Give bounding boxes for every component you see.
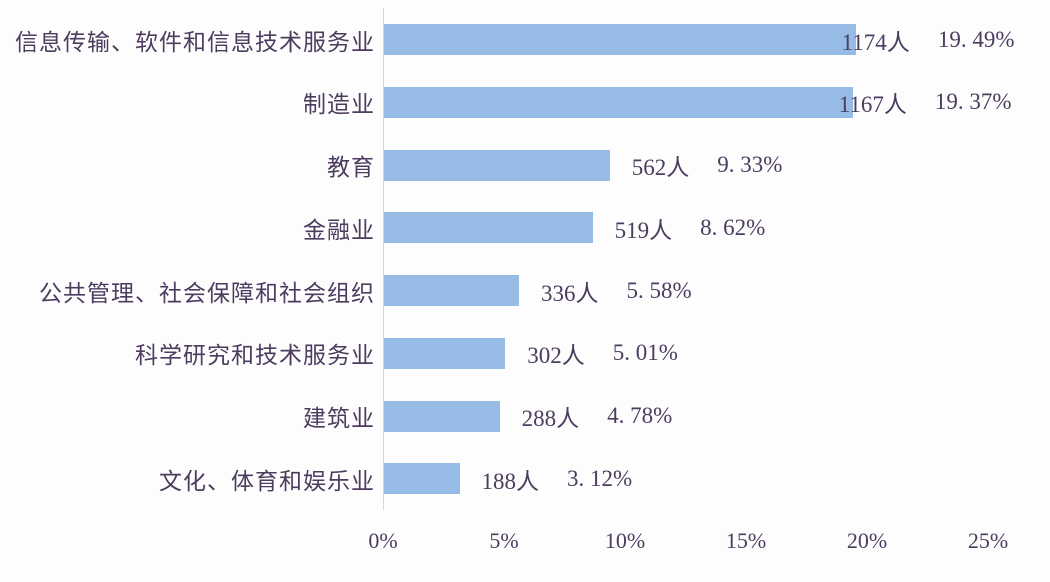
- category-label: 建筑业: [303, 406, 375, 431]
- bar: [384, 212, 593, 244]
- percent-label: 19. 37%: [934, 89, 1012, 115]
- percent-label: 4. 78%: [607, 403, 673, 428]
- table-row: 教育 562人 9. 33%: [0, 134, 1050, 197]
- value-labels: 188人 3. 12%: [482, 447, 633, 510]
- bar: [384, 400, 500, 432]
- category-label: 制造业: [303, 92, 375, 118]
- x-tick-label: 10%: [604, 528, 646, 553]
- category-label: 文化、体育和娱乐业: [159, 468, 375, 494]
- bar: [384, 275, 519, 306]
- y-axis-line: [383, 8, 384, 510]
- count-label: 336人: [541, 280, 599, 306]
- table-row: 信息传输、软件和信息技术服务业 1174人 19. 49%: [0, 8, 1050, 71]
- table-row: 公共管理、社会保障和社会组织 336人 5. 58%: [0, 259, 1050, 322]
- bar: [384, 463, 460, 495]
- count-label: 302人: [527, 343, 585, 369]
- category-label: 科学研究和技术服务业: [135, 343, 375, 369]
- category-label: 公共管理、社会保障和社会组织: [39, 280, 375, 306]
- table-row: 文化、体育和娱乐业 188人 3. 12%: [0, 447, 1050, 510]
- percent-label: 9. 33%: [717, 152, 783, 177]
- value-labels: 1167人 19. 37%: [839, 71, 1012, 134]
- bar: [384, 337, 505, 369]
- table-row: 制造业 1167人 19. 37%: [0, 71, 1050, 134]
- x-tick-label: 5%: [489, 528, 519, 553]
- count-label: 1167人: [838, 92, 907, 118]
- x-tick-label: 25%: [967, 528, 1009, 553]
- x-tick-label: 0%: [368, 528, 398, 553]
- category-label: 金融业: [303, 217, 375, 243]
- percent-label: 5. 01%: [612, 340, 678, 366]
- value-labels: 562人 9. 33%: [632, 134, 783, 197]
- count-label: 188人: [481, 468, 540, 494]
- bar: [384, 24, 856, 55]
- value-labels: 288人 4. 78%: [522, 385, 673, 448]
- count-label: 519人: [614, 217, 673, 243]
- category-label: 教育: [327, 155, 375, 180]
- count-label: 1174人: [841, 29, 910, 55]
- x-tick-label: 20%: [846, 528, 888, 553]
- value-labels: 302人 5. 01%: [527, 322, 678, 385]
- percent-label: 5. 58%: [626, 277, 692, 303]
- x-tick-label: 15%: [725, 528, 767, 553]
- value-labels: 1174人 19. 49%: [842, 8, 1015, 71]
- bar: [384, 86, 853, 118]
- value-labels: 519人 8. 62%: [615, 196, 766, 259]
- bar: [384, 149, 610, 181]
- value-labels: 336人 5. 58%: [541, 259, 692, 322]
- category-label: 信息传输、软件和信息技术服务业: [15, 29, 375, 55]
- table-row: 科学研究和技术服务业 302人 5. 01%: [0, 322, 1050, 385]
- count-label: 288人: [521, 406, 580, 431]
- percent-label: 8. 62%: [700, 214, 766, 240]
- percent-label: 3. 12%: [567, 465, 633, 491]
- table-row: 建筑业 288人 4. 78%: [0, 385, 1050, 448]
- x-axis: 0% 5% 10% 15% 20% 25%: [368, 524, 1023, 558]
- percent-label: 19. 49%: [937, 26, 1015, 52]
- table-row: 金融业 519人 8. 62%: [0, 196, 1050, 259]
- count-label: 562人: [631, 155, 690, 180]
